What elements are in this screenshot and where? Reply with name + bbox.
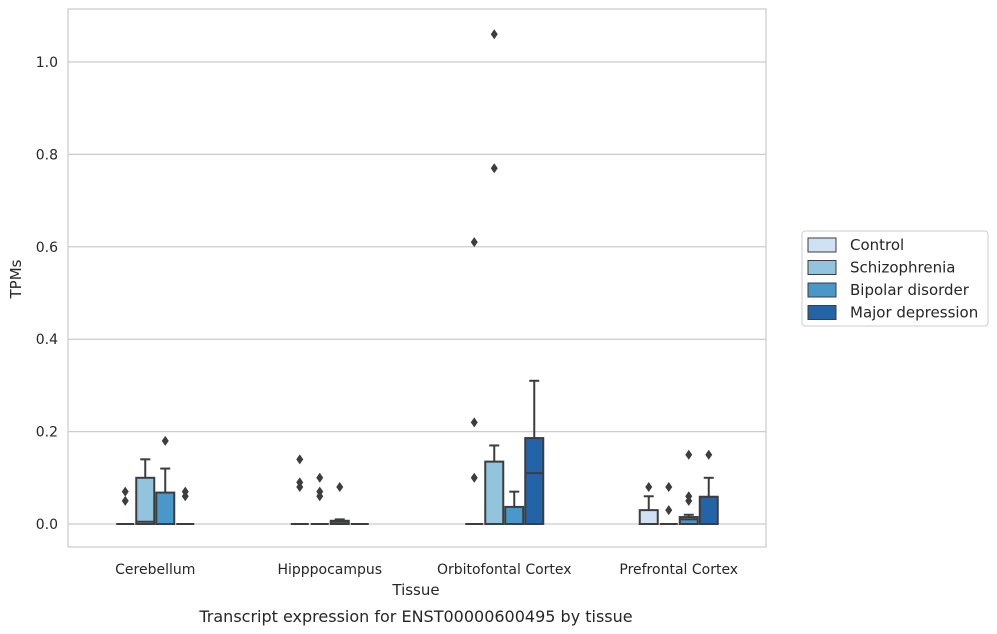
box-control: [116, 486, 135, 525]
box-schizophrenia: [310, 472, 329, 525]
y-tick-label: 0.6: [36, 240, 58, 256]
legend-label: Schizophrenia: [850, 259, 955, 277]
outlier-point: [316, 486, 324, 497]
x-tick-labels: Cerebellum Hipppocampus Orbitofontal Corte…: [115, 562, 738, 578]
outlier-point: [161, 435, 169, 446]
box-body: [135, 476, 156, 525]
outlier-point: [490, 163, 498, 174]
outlier-point: [316, 472, 324, 483]
box-schizophrenia: [484, 29, 505, 526]
outlier-point: [645, 482, 653, 493]
x-tick-label: Cerebellum: [115, 562, 195, 578]
y-tick-label: 1.0: [36, 55, 58, 71]
outlier-point: [705, 449, 713, 460]
plot-frame: [67, 8, 767, 548]
box-major-depression: [698, 449, 719, 526]
box-body: [524, 437, 545, 525]
y-tick-label: 0.2: [36, 425, 58, 441]
legend-label: Major depression: [850, 304, 978, 322]
outlier-point: [121, 486, 129, 497]
outlier-point: [685, 491, 693, 502]
outlier-point: [470, 237, 478, 248]
box-body: [504, 505, 525, 526]
chart-caption: Transcript expression for ENST0000060049…: [198, 607, 632, 626]
box-bipolar-disorder: [155, 435, 176, 526]
box-bipolar-disorder: [504, 490, 525, 526]
box-body: [678, 516, 699, 526]
outlier-point: [470, 417, 478, 428]
y-tick-label: 0.0: [36, 517, 58, 533]
outlier-point: [121, 495, 129, 506]
legend-frame: [801, 230, 989, 327]
box-control: [290, 454, 309, 525]
box-body: [484, 460, 505, 526]
box-bipolar-disorder: [678, 449, 699, 526]
outlier-point: [490, 29, 498, 40]
boxes: [116, 29, 719, 526]
outlier-point: [296, 477, 304, 488]
legend-swatch: [807, 237, 837, 253]
x-tick-label: Orbitofontal Cortex: [437, 562, 572, 578]
outlier-point: [665, 482, 673, 493]
box-schizophrenia: [659, 482, 678, 525]
legend-swatch: [807, 282, 837, 298]
gridlines: [68, 61, 766, 525]
y-tick-label: 0.4: [36, 332, 58, 348]
outlier-point: [665, 505, 673, 516]
legend-label: Bipolar disorder: [850, 281, 970, 299]
legend: Control Schizophrenia Bipolar disorder Majo…: [801, 230, 989, 327]
box-control: [465, 237, 484, 525]
outlier-point: [470, 472, 478, 483]
box-major-depression: [176, 486, 195, 525]
y-tick-labels: 0.0 0.2 0.4 0.6 0.8 1.0: [36, 55, 58, 533]
legend-swatch: [807, 305, 837, 320]
y-tick-label: 0.8: [36, 147, 58, 163]
outlier-point: [296, 454, 304, 465]
box-body: [155, 491, 176, 526]
outlier-point: [181, 486, 189, 497]
legend-label: Control: [850, 236, 904, 254]
box-body: [638, 509, 659, 526]
box-body: [698, 495, 719, 526]
outlier-point: [685, 449, 693, 460]
box-major-depression: [524, 379, 545, 525]
outlier-point: [336, 482, 344, 493]
x-tick-label: Hipppocampus: [277, 562, 382, 578]
x-tick-label: Prefrontal Cortex: [619, 562, 738, 578]
box-schizophrenia: [135, 458, 156, 525]
y-axis-label: TPMs: [7, 259, 25, 299]
legend-swatch: [807, 260, 837, 275]
box-control: [638, 482, 659, 526]
x-axis-label: Tissue: [391, 581, 439, 599]
box-bipolar-disorder: [329, 482, 350, 525]
